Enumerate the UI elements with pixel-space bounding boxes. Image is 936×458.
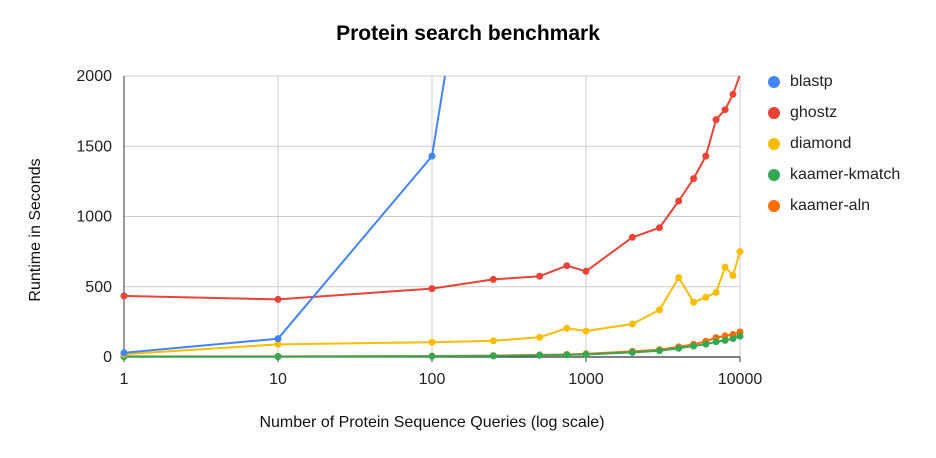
- data-point-ghostz: [721, 106, 729, 114]
- series-blastp: [120, 76, 446, 357]
- x-tick-label: 1000: [568, 371, 604, 388]
- legend-swatch: [768, 200, 780, 213]
- y-tick-label: 500: [85, 279, 112, 296]
- legend-swatch: [768, 75, 780, 88]
- legend-item: diamond: [768, 128, 900, 159]
- legend-label: kaamer-kmatch: [790, 166, 901, 184]
- series-line-blastp: [123, 76, 446, 354]
- data-point-blastp: [428, 152, 436, 160]
- data-point-kaamer-kmatch: [582, 351, 590, 358]
- legend-swatch: [768, 106, 780, 119]
- data-point-ghostz: [729, 90, 737, 98]
- series-line-diamond: [123, 251, 741, 356]
- legend-label: ghostz: [790, 103, 838, 121]
- data-point-ghostz: [274, 295, 282, 303]
- legend-label: kaamer-aln: [790, 197, 871, 215]
- data-point-diamond: [690, 298, 698, 306]
- data-point-ghostz: [489, 275, 497, 283]
- data-point-ghostz: [628, 233, 636, 241]
- data-point-kaamer-kmatch: [736, 332, 744, 340]
- data-point-ghostz: [675, 197, 683, 205]
- chart-title: Protein search benchmark: [336, 22, 600, 45]
- data-point-diamond: [563, 324, 571, 332]
- data-point-ghostz: [582, 267, 590, 275]
- data-point-diamond: [536, 333, 544, 341]
- data-point-ghostz: [428, 285, 436, 293]
- data-point-diamond: [721, 263, 729, 271]
- data-point-diamond: [628, 320, 636, 328]
- data-point-diamond: [675, 274, 683, 282]
- y-tick-label: 1500: [76, 138, 112, 155]
- legend-item: blastp: [768, 66, 900, 97]
- data-point-kaamer-kmatch: [536, 351, 544, 359]
- legend-item: kaamer-kmatch: [768, 160, 900, 191]
- data-point-blastp: [120, 349, 128, 357]
- data-point-kaamer-kmatch: [690, 342, 698, 350]
- data-point-kaamer-kmatch: [489, 352, 497, 360]
- data-point-kaamer-kmatch: [563, 351, 571, 359]
- data-point-diamond: [729, 272, 737, 279]
- x-tick-label: 100: [419, 371, 446, 388]
- series-ghostz: [120, 76, 741, 303]
- x-axis-label: Number of Protein Sequence Queries (log …: [259, 414, 605, 431]
- legend-swatch: [768, 137, 780, 150]
- data-point-diamond: [582, 327, 590, 335]
- data-point-diamond: [702, 293, 710, 301]
- legend-item: kaamer-aln: [768, 191, 900, 222]
- data-point-diamond: [489, 337, 497, 345]
- data-point-kaamer-kmatch: [274, 353, 282, 361]
- series-line-kaamer-kmatch: [124, 335, 741, 358]
- data-point-diamond: [656, 306, 663, 314]
- data-point-diamond: [428, 338, 436, 346]
- data-point-kaamer-kmatch: [712, 338, 720, 346]
- data-point-blastp: [274, 335, 282, 343]
- data-point-kaamer-kmatch: [729, 335, 737, 342]
- data-point-kaamer-kmatch: [628, 348, 636, 356]
- series-line-ghostz: [123, 76, 741, 301]
- y-tick-label: 0: [103, 349, 112, 366]
- data-point-ghostz: [702, 152, 710, 160]
- data-point-ghostz: [712, 116, 720, 124]
- data-point-ghostz: [656, 224, 663, 232]
- data-point-kaamer-kmatch: [721, 336, 729, 344]
- data-point-ghostz: [690, 175, 698, 183]
- legend-item: ghostz: [768, 97, 900, 128]
- x-tick-label: 10: [269, 371, 287, 388]
- x-tick-label: 1: [120, 371, 129, 388]
- y-tick-label: 1000: [76, 209, 112, 226]
- legend: blastp ghostz diamond kaamer-kmatch kaamer-a…: [768, 66, 900, 222]
- data-point-kaamer-kmatch: [702, 340, 710, 348]
- data-point-kaamer-kmatch: [656, 347, 663, 355]
- data-point-ghostz: [120, 292, 128, 300]
- legend-label: blastp: [790, 72, 833, 90]
- data-point-kaamer-kmatch: [675, 344, 683, 352]
- data-point-diamond: [274, 340, 282, 348]
- y-axis-label: Runtime in Seconds: [27, 158, 44, 302]
- legend-swatch: [768, 169, 780, 182]
- x-tick-label: 10000: [718, 371, 763, 388]
- data-point-diamond: [736, 248, 744, 256]
- y-tick-label: 2000: [76, 68, 112, 85]
- data-point-kaamer-kmatch: [428, 352, 436, 360]
- data-point-diamond: [712, 288, 720, 296]
- data-point-ghostz: [563, 262, 571, 270]
- data-point-ghostz: [536, 272, 544, 280]
- legend-label: diamond: [790, 134, 852, 152]
